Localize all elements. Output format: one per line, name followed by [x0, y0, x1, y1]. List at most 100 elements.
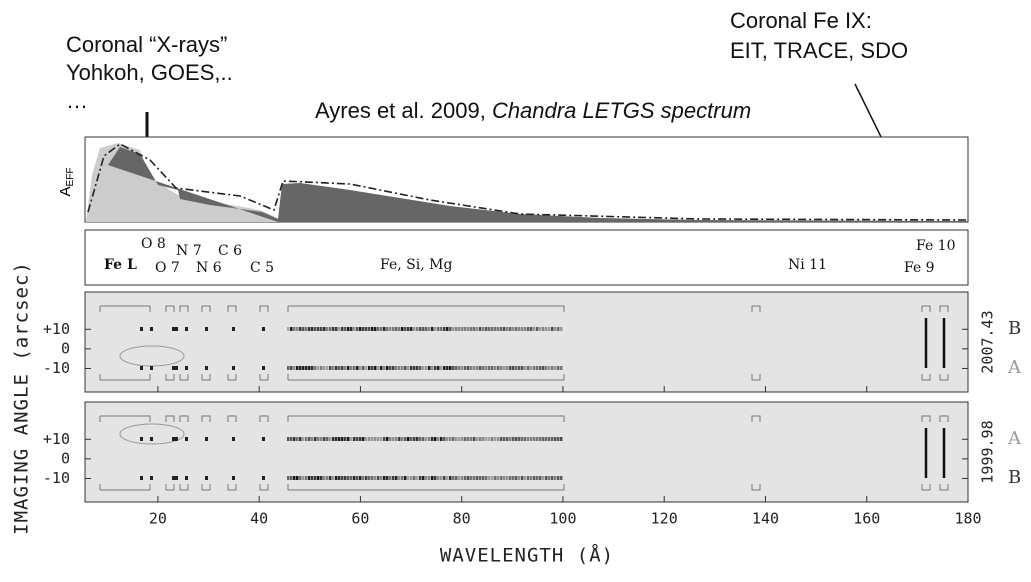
spot — [338, 327, 341, 331]
spot — [150, 476, 153, 480]
spot — [353, 366, 356, 370]
line-label: C 6 — [218, 243, 242, 259]
spot — [461, 366, 464, 370]
spot — [232, 437, 235, 441]
spot — [485, 476, 488, 480]
spot — [296, 476, 299, 480]
bracket — [201, 415, 211, 491]
spot — [500, 437, 503, 441]
spot — [329, 476, 332, 480]
spot — [344, 366, 347, 370]
spot — [404, 437, 407, 441]
spot — [232, 366, 235, 370]
spot — [175, 476, 178, 480]
bracket — [921, 415, 931, 491]
spot — [506, 327, 509, 331]
spot — [452, 476, 455, 480]
spot — [323, 476, 326, 480]
spot — [350, 476, 353, 480]
spot — [458, 437, 461, 441]
spot — [320, 476, 323, 480]
spot — [551, 327, 554, 331]
spot — [344, 476, 347, 480]
spot — [293, 366, 296, 370]
spot — [422, 476, 425, 480]
spot — [262, 476, 265, 480]
spot — [446, 366, 449, 370]
spot — [503, 437, 506, 441]
spot — [317, 476, 320, 480]
spot — [392, 437, 395, 441]
bracket — [99, 415, 151, 491]
spot — [422, 437, 425, 441]
spot — [362, 437, 365, 441]
spot — [356, 327, 359, 331]
spot — [494, 437, 497, 441]
spot — [464, 476, 467, 480]
annotation: Coronal Fe IX: — [730, 8, 872, 33]
spot — [485, 437, 488, 441]
spot — [380, 437, 383, 441]
spot — [175, 437, 178, 441]
spot — [299, 366, 302, 370]
spot — [419, 476, 422, 480]
spot — [479, 476, 482, 480]
spot — [551, 366, 554, 370]
spot — [518, 366, 521, 370]
spot — [488, 437, 491, 441]
spot — [401, 366, 404, 370]
spot — [353, 437, 356, 441]
y-tick-label: -10 — [43, 359, 70, 377]
spot — [311, 437, 314, 441]
spot — [410, 327, 413, 331]
spot — [386, 327, 389, 331]
spot — [470, 327, 473, 331]
spot — [140, 437, 143, 441]
spot — [329, 366, 332, 370]
spot — [299, 437, 302, 441]
spot — [467, 437, 470, 441]
spot — [449, 476, 452, 480]
spot — [380, 476, 383, 480]
bracket — [165, 415, 175, 491]
spot — [536, 327, 539, 331]
spot — [205, 366, 208, 370]
spot — [431, 327, 434, 331]
spot — [262, 437, 265, 441]
spot — [323, 327, 326, 331]
spot — [476, 366, 479, 370]
spot — [452, 366, 455, 370]
spot — [470, 437, 473, 441]
annotation: EIT, TRACE, SDO — [730, 38, 908, 63]
spot — [365, 437, 368, 441]
spot — [386, 366, 389, 370]
spot — [476, 476, 479, 480]
spot — [476, 437, 479, 441]
spot — [521, 437, 524, 441]
spot — [392, 476, 395, 480]
spot — [398, 327, 401, 331]
spot — [437, 366, 440, 370]
spot — [506, 366, 509, 370]
spot — [205, 476, 208, 480]
spot — [425, 327, 428, 331]
spot — [296, 366, 299, 370]
bracket — [179, 305, 189, 381]
spot — [458, 476, 461, 480]
spot — [332, 437, 335, 441]
spot — [287, 327, 290, 331]
spot — [554, 476, 557, 480]
spot — [440, 327, 443, 331]
spot — [431, 366, 434, 370]
spot — [533, 327, 536, 331]
spot — [311, 476, 314, 480]
x-tick-label: 140 — [752, 510, 779, 528]
spot — [464, 366, 467, 370]
x-tick-label: 120 — [651, 510, 678, 528]
spot — [368, 366, 371, 370]
y-tick-label: -10 — [43, 469, 70, 487]
spot — [362, 366, 365, 370]
spot — [389, 327, 392, 331]
spot — [425, 366, 428, 370]
spot — [440, 366, 443, 370]
